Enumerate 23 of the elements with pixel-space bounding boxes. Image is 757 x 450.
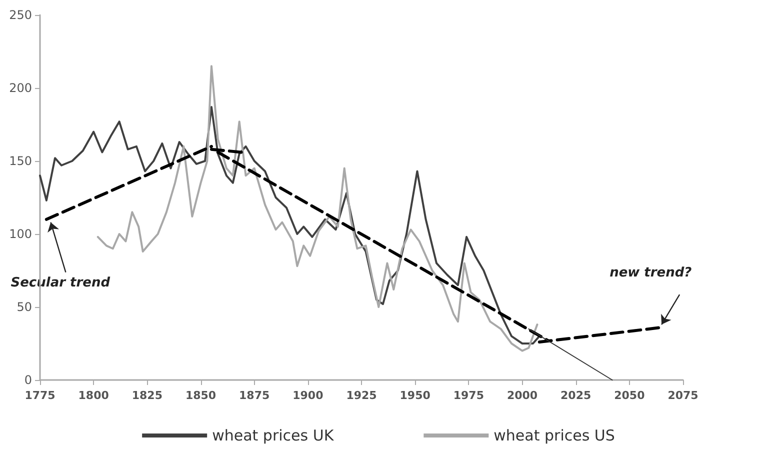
x-tick-label: 2025 xyxy=(560,389,592,402)
x-tick-label: 1950 xyxy=(400,389,431,402)
x-tick-label: 1875 xyxy=(239,389,270,402)
x-tick-label: 2075 xyxy=(668,389,698,402)
x-tick-label: 1825 xyxy=(132,389,162,402)
x-tick-label: 1925 xyxy=(346,389,377,402)
x-tick-label: 1800 xyxy=(78,389,110,402)
x-tick-label: 2000 xyxy=(506,389,538,402)
legend-label: wheat prices UK xyxy=(212,426,335,444)
annotation: new trend? xyxy=(610,266,692,281)
legend-label: wheat prices US xyxy=(494,426,615,444)
x-tick-label: 2050 xyxy=(614,389,646,402)
y-tick-label: 0 xyxy=(24,373,32,387)
annotation: Secular trend xyxy=(10,275,111,290)
y-tick-label: 200 xyxy=(9,81,32,95)
y-tick-label: 50 xyxy=(16,300,32,314)
y-tick-label: 250 xyxy=(9,8,32,22)
x-tick-label: 1900 xyxy=(292,389,324,402)
x-tick-label: 1775 xyxy=(24,389,56,402)
x-tick-label: 1850 xyxy=(185,389,216,402)
y-tick-label: 100 xyxy=(9,227,32,241)
y-tick-label: 150 xyxy=(9,154,32,168)
x-tick-label: 1975 xyxy=(453,389,484,402)
